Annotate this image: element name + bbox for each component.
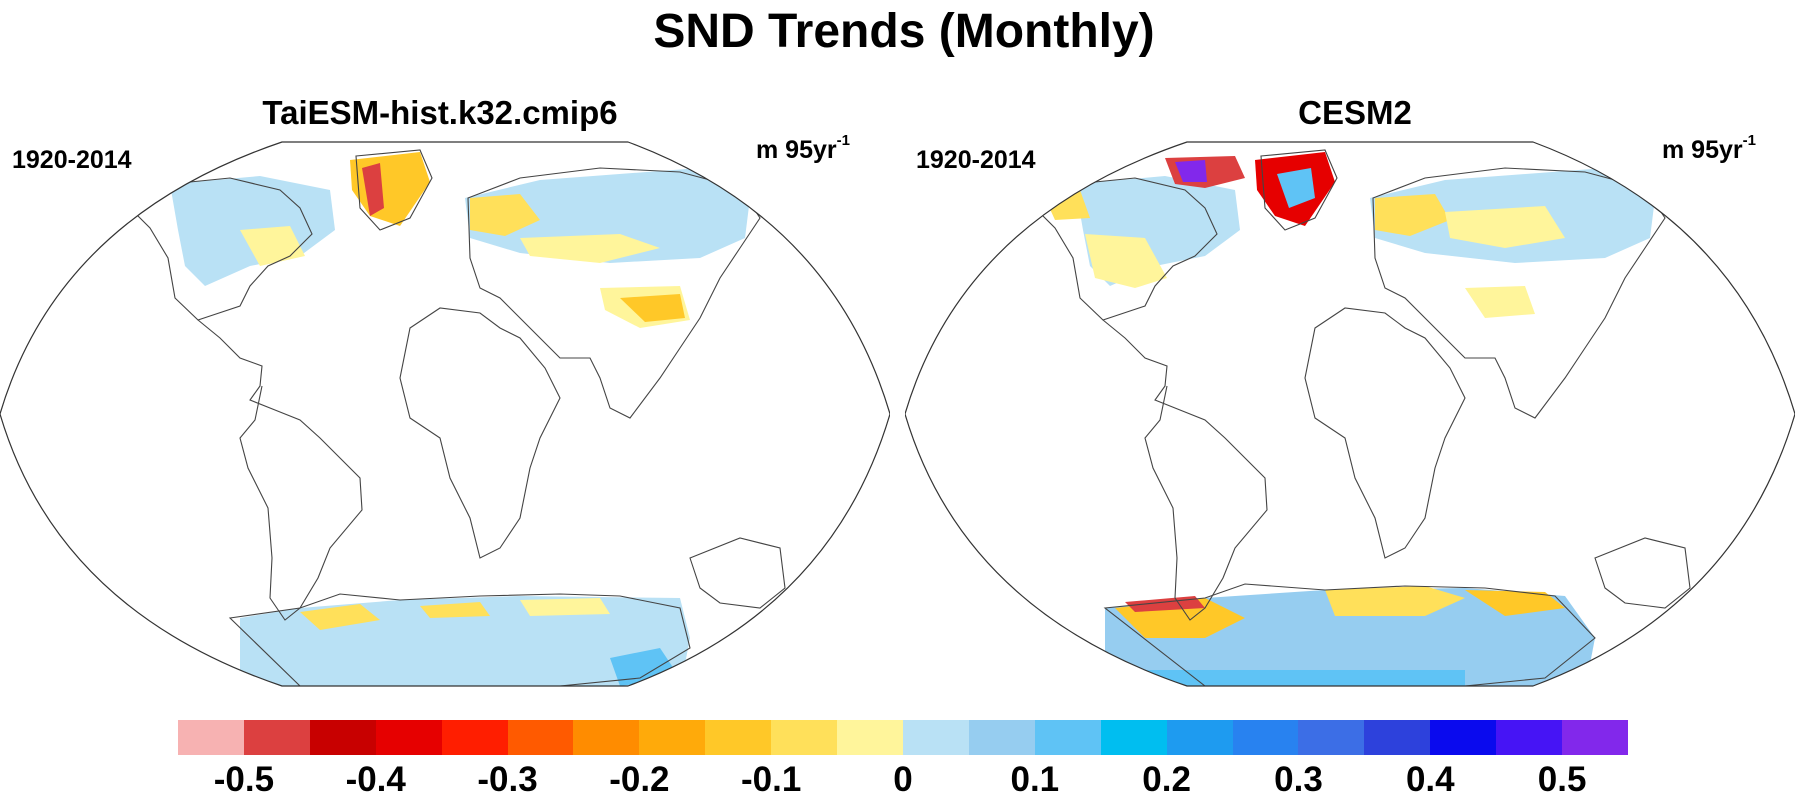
colorbar-swatch xyxy=(1166,720,1233,755)
colorbar-swatch xyxy=(1100,720,1167,755)
colorbar-swatch xyxy=(639,720,706,755)
colorbar-label: 0 xyxy=(893,760,913,799)
colorbar-swatch xyxy=(1232,720,1299,755)
snow-trend-patches xyxy=(170,152,750,686)
colorbar-swatch xyxy=(1034,720,1101,755)
panel-1-title: TaiESM-hist.k32.cmip6 xyxy=(262,94,618,131)
map-panel-taiesm xyxy=(0,141,890,687)
colorbar-label: -0.4 xyxy=(345,760,406,799)
colorbar-labels: -0.5 -0.4 -0.3 -0.2 -0.1 0 0.1 0.2 0.3 0.4 0.5 xyxy=(0,760,1808,802)
colorbar-swatch xyxy=(968,720,1035,755)
colorbar-swatch xyxy=(507,720,574,755)
colorbar-swatch xyxy=(771,720,838,755)
colorbar-label: 0.1 xyxy=(1010,760,1060,799)
colorbar-swatch xyxy=(573,720,640,755)
colorbar xyxy=(178,720,1628,755)
colorbar-swatch xyxy=(837,720,903,755)
panel-2-units: m 95yr-1 xyxy=(1662,132,1756,164)
colorbar-swatch xyxy=(243,720,310,755)
figure-title: SND Trends (Monthly) xyxy=(653,5,1155,58)
colorbar-label: -0.3 xyxy=(477,760,538,799)
colorbar-swatch xyxy=(1430,720,1497,755)
coastlines xyxy=(118,149,786,686)
colorbar-label: -0.2 xyxy=(609,760,670,799)
snow-trend-patches xyxy=(1045,152,1655,686)
colorbar-label: -0.1 xyxy=(741,760,802,799)
colorbar-swatch xyxy=(309,720,376,755)
colorbar-swatch xyxy=(441,720,508,755)
colorbar-swatch xyxy=(1496,720,1563,755)
colorbar-swatch xyxy=(902,720,969,755)
panel-2-period: 1920-2014 xyxy=(916,146,1036,174)
panel-2-title: CESM2 xyxy=(1298,94,1412,131)
colorbar-label: 0.2 xyxy=(1142,760,1191,799)
colorbar-swatch xyxy=(1298,720,1365,755)
colorbar-label: 0.4 xyxy=(1405,760,1455,799)
colorbar-label: 0.3 xyxy=(1274,760,1323,799)
colorbar-swatch xyxy=(375,720,442,755)
colorbar-label: 0.5 xyxy=(1537,760,1587,799)
panel-1-units: m 95yr-1 xyxy=(756,132,850,164)
colorbar-swatch xyxy=(1364,720,1431,755)
colorbar-swatch xyxy=(178,720,244,755)
panel-1-period: 1920-2014 xyxy=(12,146,132,174)
colorbar-label: -0.5 xyxy=(213,760,275,799)
colorbar-swatch xyxy=(1562,720,1628,755)
colorbar-swatch xyxy=(705,720,772,755)
map-panel-cesm2 xyxy=(905,141,1795,687)
